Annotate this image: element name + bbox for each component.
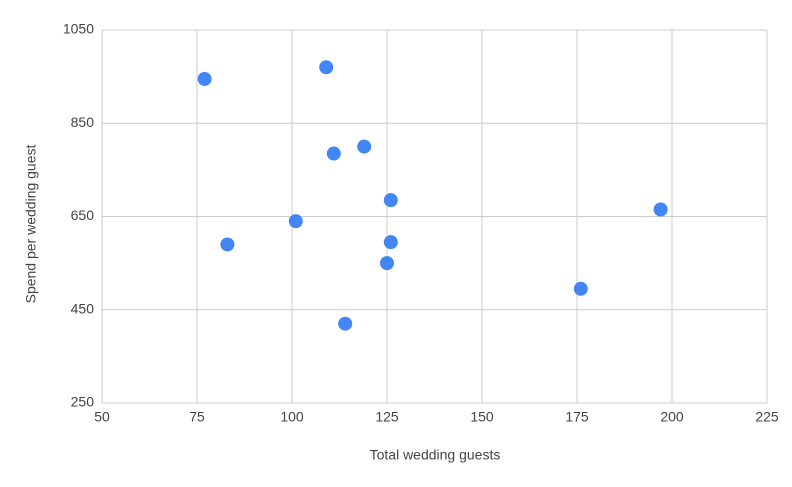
point — [573, 281, 588, 296]
y-tick-label: 250 — [71, 394, 95, 410]
point — [288, 214, 303, 229]
point — [383, 193, 398, 208]
y-tick-label: 650 — [71, 207, 95, 223]
point — [653, 202, 668, 217]
y-tick-label: 850 — [71, 114, 95, 130]
y-axis-title: Spend per wedding guest — [23, 145, 39, 304]
point — [326, 146, 341, 161]
x-tick-label: 225 — [755, 409, 779, 425]
point — [338, 316, 353, 331]
point — [197, 71, 212, 86]
x-tick-label: 200 — [660, 409, 684, 425]
x-tick-label: 50 — [94, 409, 110, 425]
x-tick-label: 175 — [565, 409, 589, 425]
point — [357, 139, 372, 154]
x-tick-label: 125 — [375, 409, 399, 425]
x-tick-label: 75 — [189, 409, 205, 425]
x-tick-label: 150 — [470, 409, 494, 425]
point — [383, 235, 398, 250]
x-axis-title: Total wedding guests — [370, 447, 501, 463]
point — [220, 237, 235, 252]
x-tick-label: 100 — [280, 409, 304, 425]
y-tick-label: 1050 — [63, 21, 94, 37]
y-tick-label: 450 — [71, 300, 95, 316]
point — [380, 256, 394, 271]
point — [319, 60, 334, 75]
